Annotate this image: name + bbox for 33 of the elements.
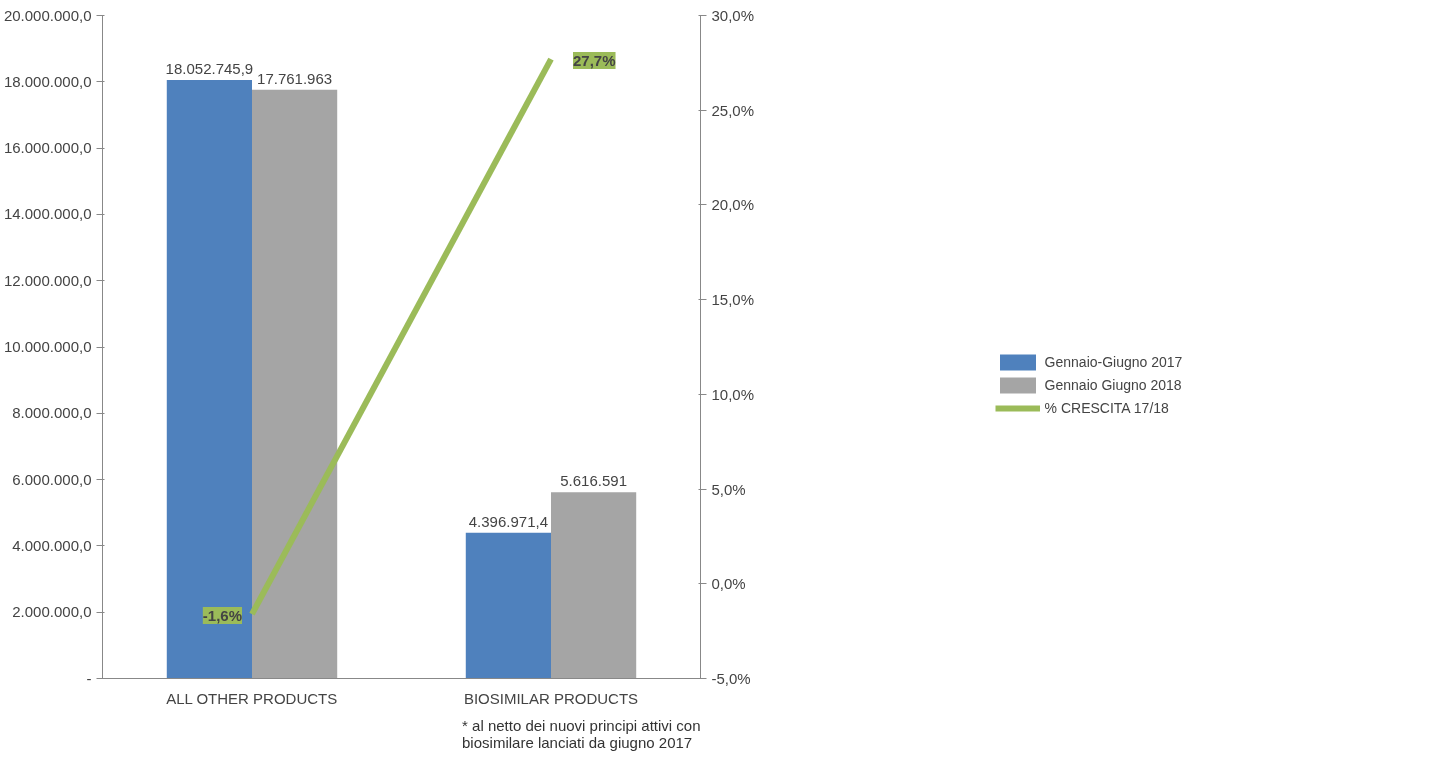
legend-label: % CRESCITA 17/18 <box>1044 400 1169 416</box>
y-tick-label: 14.000.000,0 <box>3 205 92 223</box>
y-tick-label: 2.000.000,0 <box>12 603 92 621</box>
y-tick-label: - <box>86 669 92 687</box>
text: * al netto dei nuovi principi attivi con biosimilare lanciati da giugno 2017 <box>462 716 701 751</box>
bar <box>465 532 551 679</box>
y-tick-label: 10.000.000,0 <box>3 338 92 355</box>
y-tick-label: 4.000.000,0 <box>12 536 92 554</box>
y-tick-label: 16.000.000,0 <box>3 139 92 157</box>
y-tick-label: 12.000.000,0 <box>3 271 92 289</box>
y2-tick-label: 20,0% <box>711 196 755 214</box>
data-label: 17.761.963 <box>257 69 333 87</box>
y2-tick-label: 15,0% <box>711 291 755 309</box>
y-tick-label: 20.000.000,0 <box>3 6 92 24</box>
y2-tick-label: 0,0% <box>711 575 746 593</box>
data-label: 5.616.591 <box>560 472 627 490</box>
legend-label: Gennaio-Giugno 2017 <box>1044 354 1183 370</box>
y-tick-label: 6.000.000,0 <box>12 470 92 488</box>
bar <box>551 492 637 679</box>
y-tick-label: 18.000.000,0 <box>3 72 92 90</box>
x-tick-label: ALL OTHER PRODUCTS <box>166 689 338 707</box>
y-tick-label: 8.000.000,0 <box>12 404 92 422</box>
bar <box>166 80 252 679</box>
data-label: 18.052.745,9 <box>165 60 254 78</box>
y2-tick-label: -5,0% <box>711 670 751 687</box>
y2-tick-label: 5,0% <box>711 480 746 498</box>
bar <box>252 89 338 679</box>
legend-label: Gennaio Giugno 2018 <box>1044 377 1182 393</box>
y2-tick-label: 25,0% <box>711 101 755 119</box>
y2-tick-label: 10,0% <box>711 385 755 403</box>
y2-tick-label: 30,0% <box>711 7 755 24</box>
data-label: 4.396.971,4 <box>468 512 549 530</box>
x-tick-label: BIOSIMILAR PRODUCTS <box>463 689 639 707</box>
